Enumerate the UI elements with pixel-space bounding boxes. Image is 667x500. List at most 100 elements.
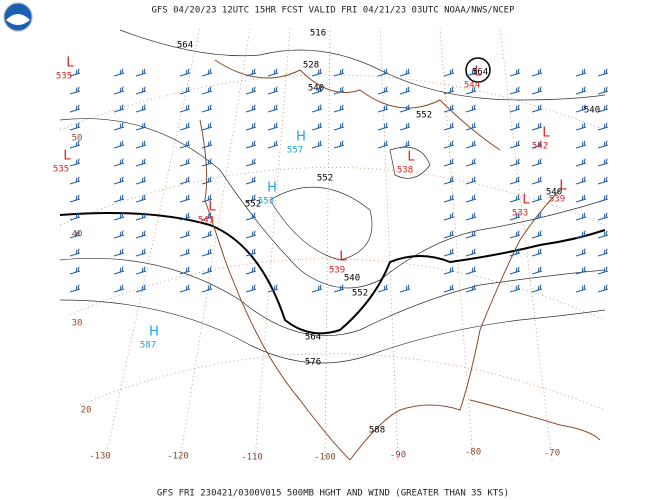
- wind-barb: [575, 86, 587, 95]
- center-value: 539: [329, 266, 345, 276]
- wind-barb: [245, 104, 257, 113]
- wind-barb: [267, 68, 279, 77]
- wind-barb: [245, 212, 257, 221]
- wind-barb: [135, 140, 147, 149]
- contour-label: 540: [344, 274, 360, 284]
- wind-barb: [245, 86, 257, 95]
- latitude-label: 40: [72, 230, 83, 240]
- contour-label: 564: [177, 41, 193, 51]
- wind-barb: [531, 248, 543, 257]
- wind-barb: [575, 104, 587, 113]
- longitude-label: -80: [465, 448, 481, 458]
- wind-barb: [179, 212, 191, 221]
- wind-barb: [465, 86, 477, 95]
- wind-barb: [69, 140, 81, 149]
- wind-barb: [179, 194, 191, 203]
- center-symbol: L: [63, 149, 71, 164]
- center-value: 538: [397, 166, 413, 176]
- wind-barb: [465, 194, 477, 203]
- wind-barb: [465, 212, 477, 221]
- wind-barb: [113, 212, 125, 221]
- center-symbol: L: [559, 179, 567, 194]
- wind-barb: [311, 140, 323, 149]
- wind-barb: [113, 104, 125, 113]
- wind-barb: [443, 248, 455, 257]
- wind-barb: [443, 68, 455, 77]
- wind-barb: [267, 104, 279, 113]
- wind-barb: [597, 158, 609, 167]
- wind-barb: [113, 86, 125, 95]
- wind-barb: [377, 122, 389, 131]
- wind-barb: [597, 284, 609, 293]
- contour-label: 552: [245, 200, 261, 210]
- main-contour: [59, 211, 606, 335]
- longitude-label: -130: [89, 452, 111, 462]
- center-symbol: H: [296, 130, 306, 145]
- wind-barb: [69, 266, 81, 275]
- wind-barb: [311, 68, 323, 77]
- wind-barb: [509, 68, 521, 77]
- wind-barb: [531, 176, 543, 185]
- wind-barb: [179, 248, 191, 257]
- wind-barb: [245, 140, 257, 149]
- center-value: 544: [464, 81, 480, 91]
- wind-barbs: [69, 68, 609, 293]
- center-value: 539: [549, 195, 565, 205]
- wind-barb: [531, 122, 543, 131]
- wind-barb: [333, 284, 345, 293]
- wind-barb: [201, 158, 213, 167]
- wind-barb: [509, 230, 521, 239]
- longitude-label: -70: [544, 449, 560, 459]
- wind-barb: [201, 284, 213, 293]
- wind-barb: [69, 68, 81, 77]
- wind-barb: [179, 140, 191, 149]
- wind-barb: [509, 194, 521, 203]
- wind-barb: [113, 248, 125, 257]
- center-value: 533: [512, 209, 528, 219]
- wind-barb: [399, 86, 411, 95]
- wind-barb: [399, 284, 411, 293]
- center-value: 557: [287, 146, 303, 156]
- center-symbol: L: [66, 56, 74, 71]
- wind-barb: [575, 68, 587, 77]
- wind-barb: [443, 284, 455, 293]
- wind-barb: [69, 158, 81, 167]
- wind-barb: [113, 194, 125, 203]
- wind-barb: [531, 194, 543, 203]
- contour-label: 516: [310, 29, 326, 39]
- wind-barb: [135, 122, 147, 131]
- wind-barb: [69, 248, 81, 257]
- wind-barb: [267, 284, 279, 293]
- center-value: 542: [532, 142, 548, 152]
- wind-barb: [201, 68, 213, 77]
- center-value: 553: [258, 197, 274, 207]
- wind-barb: [531, 284, 543, 293]
- wind-barb: [201, 140, 213, 149]
- wind-barb: [179, 176, 191, 185]
- wind-barb: [509, 158, 521, 167]
- wind-barb: [201, 122, 213, 131]
- wind-barb: [575, 266, 587, 275]
- wind-barb: [575, 158, 587, 167]
- wind-barb: [267, 122, 279, 131]
- wind-barb: [597, 266, 609, 275]
- wind-barb: [113, 122, 125, 131]
- wind-barb: [333, 86, 345, 95]
- wind-barb: [509, 140, 521, 149]
- wind-barb: [575, 194, 587, 203]
- header-title: GFS 04/20/23 12UTC 15HR FCST VALID FRI 0…: [151, 6, 515, 16]
- wind-barb: [113, 266, 125, 275]
- wind-barb: [311, 284, 323, 293]
- wind-barb: [443, 212, 455, 221]
- graticule: [59, 27, 606, 461]
- wind-barb: [575, 284, 587, 293]
- wind-barb: [465, 140, 477, 149]
- wind-barb: [575, 230, 587, 239]
- contour-label: 552: [416, 111, 432, 121]
- noaa-logo: [3, 2, 33, 32]
- wind-barb: [179, 122, 191, 131]
- wind-barb: [531, 230, 543, 239]
- wind-barb: [333, 68, 345, 77]
- contour-label: 528: [303, 61, 319, 71]
